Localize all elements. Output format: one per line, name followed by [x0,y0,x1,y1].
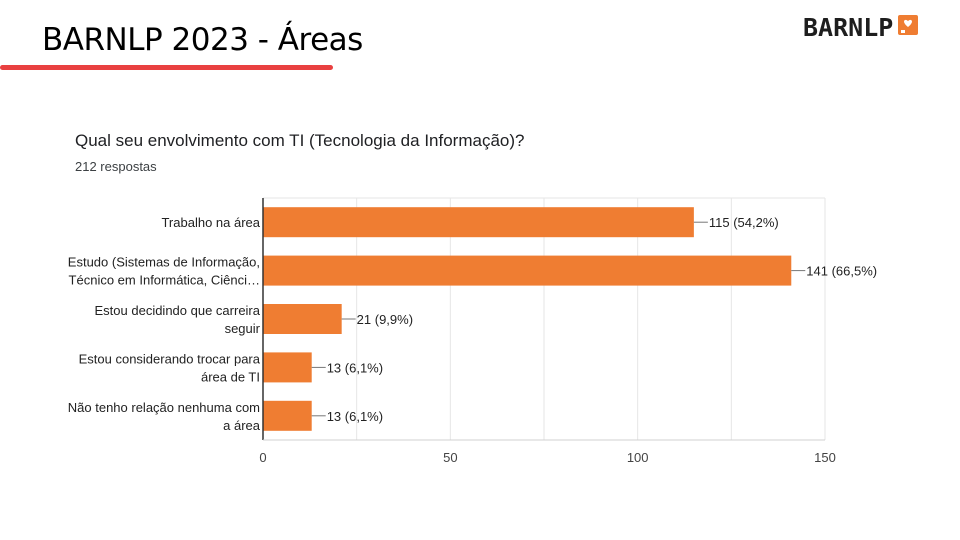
bar [263,304,342,334]
data-label: 141 (66,5%) [806,264,877,279]
x-tick-label: 50 [443,450,457,465]
x-tick-label: 100 [627,450,649,465]
category-label: Não tenho relação nenhuma com [68,400,260,415]
category-label: Estou decidindo que carreira [95,303,261,318]
x-tick-label: 150 [814,450,836,465]
bar [263,207,694,238]
title-underline [0,65,333,70]
data-label: 21 (9,9%) [357,312,413,327]
bar [263,352,312,383]
category-label: Técnico em Informática, Ciênci… [69,273,260,288]
x-tick-label: 0 [259,450,266,465]
category-label: seguir [225,321,261,336]
category-label: a área [223,418,261,433]
category-label: área de TI [201,369,260,384]
data-label: 13 (6,1%) [327,409,383,424]
logo-text: BARNLP [803,12,894,42]
barnlp-logo: BARNLP [803,12,919,42]
heart-badge-icon [897,14,919,41]
data-label: 13 (6,1%) [327,360,383,375]
category-label: Trabalho na área [161,215,260,230]
category-label: Estou considerando trocar para [79,351,261,366]
bar [263,400,312,431]
slide-title: BARNLP 2023 - Áreas [42,22,363,58]
bar [263,255,792,286]
question-title: Qual seu envolvimento com TI (Tecnologia… [75,131,525,150]
data-label: 115 (54,2%) [709,215,779,230]
category-label: Estudo (Sistemas de Informação, [68,255,260,270]
response-count: 212 respostas [75,159,157,174]
